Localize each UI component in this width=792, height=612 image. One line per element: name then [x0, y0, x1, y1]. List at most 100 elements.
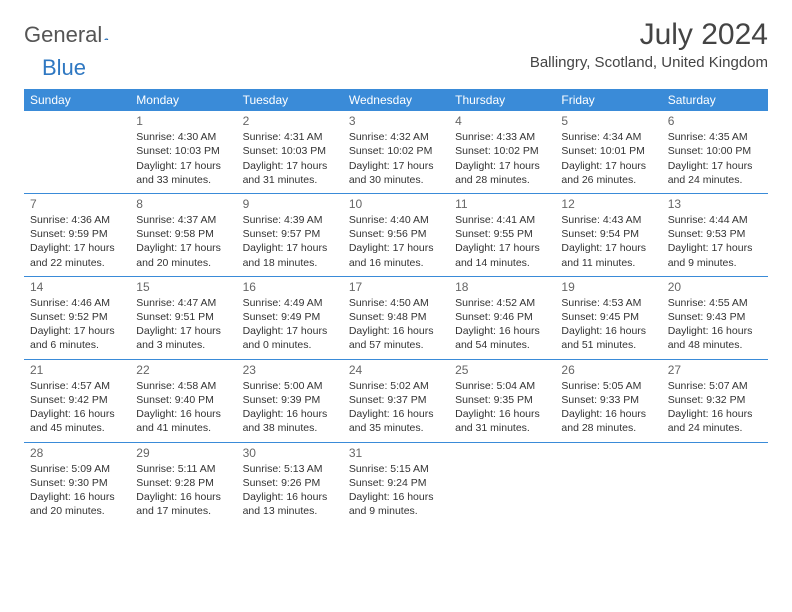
sunrise-line: Sunrise: 4:41 AM	[455, 213, 549, 227]
calendar-day-cell: 4Sunrise: 4:33 AMSunset: 10:02 PMDayligh…	[449, 111, 555, 193]
sunset-line: Sunset: 9:55 PM	[455, 227, 549, 241]
sunset-line: Sunset: 9:39 PM	[243, 393, 337, 407]
day-number: 22	[136, 362, 230, 378]
day-number: 2	[243, 113, 337, 129]
calendar-day-cell: 19Sunrise: 4:53 AMSunset: 9:45 PMDayligh…	[555, 276, 661, 359]
month-title: July 2024	[530, 18, 768, 52]
sunrise-line: Sunrise: 5:07 AM	[668, 379, 762, 393]
sunset-line: Sunset: 9:49 PM	[243, 310, 337, 324]
sunrise-line: Sunrise: 4:39 AM	[243, 213, 337, 227]
sunrise-line: Sunrise: 4:34 AM	[561, 130, 655, 144]
day-number: 20	[668, 279, 762, 295]
sunrise-line: Sunrise: 4:46 AM	[30, 296, 124, 310]
calendar-day-cell: 27Sunrise: 5:07 AMSunset: 9:32 PMDayligh…	[662, 359, 768, 442]
day-number: 7	[30, 196, 124, 212]
day-number: 19	[561, 279, 655, 295]
sunset-line: Sunset: 9:32 PM	[668, 393, 762, 407]
day-number: 5	[561, 113, 655, 129]
sunset-line: Sunset: 9:24 PM	[349, 476, 443, 490]
sunrise-line: Sunrise: 4:31 AM	[243, 130, 337, 144]
calendar-day-cell: 22Sunrise: 4:58 AMSunset: 9:40 PMDayligh…	[130, 359, 236, 442]
calendar-day-cell: 29Sunrise: 5:11 AMSunset: 9:28 PMDayligh…	[130, 442, 236, 524]
calendar-day-cell: 3Sunrise: 4:32 AMSunset: 10:02 PMDayligh…	[343, 111, 449, 193]
sunrise-line: Sunrise: 4:36 AM	[30, 213, 124, 227]
sunset-line: Sunset: 9:52 PM	[30, 310, 124, 324]
calendar-day-cell: 12Sunrise: 4:43 AMSunset: 9:54 PMDayligh…	[555, 193, 661, 276]
sunset-line: Sunset: 9:26 PM	[243, 476, 337, 490]
daylight-line: Daylight: 16 hours and 17 minutes.	[136, 490, 230, 518]
calendar-day-cell: 11Sunrise: 4:41 AMSunset: 9:55 PMDayligh…	[449, 193, 555, 276]
sunrise-line: Sunrise: 4:32 AM	[349, 130, 443, 144]
day-number: 15	[136, 279, 230, 295]
day-number: 21	[30, 362, 124, 378]
calendar-body: 1Sunrise: 4:30 AMSunset: 10:03 PM Dayligh…	[24, 111, 768, 524]
day-number: 4	[455, 113, 549, 129]
sunset-line: Sunset: 9:59 PM	[30, 227, 124, 241]
day-number: 9	[243, 196, 337, 212]
weekday-header: Monday	[130, 89, 236, 111]
sunrise-line: Sunrise: 4:35 AM	[668, 130, 762, 144]
daylight-line: Daylight: 17 hours and 3 minutes.	[136, 324, 230, 352]
sunset-line: Sunset: 9:37 PM	[349, 393, 443, 407]
calendar-day-cell: 5Sunrise: 4:34 AMSunset: 10:01 PMDayligh…	[555, 111, 661, 193]
title-block: July 2024 Ballingry, Scotland, United Ki…	[530, 18, 768, 71]
sunrise-line: Sunrise: 4:33 AM	[455, 130, 549, 144]
sunset-line: Sunset: 9:54 PM	[561, 227, 655, 241]
daylight-line: Daylight: 17 hours and 28 minutes.	[455, 159, 549, 187]
day-number: 31	[349, 445, 443, 461]
weekday-header: Tuesday	[237, 89, 343, 111]
sunset-line: Sunset: 10:02 PM	[349, 144, 443, 158]
sunset-line: Sunset: 10:03 PM	[136, 144, 230, 158]
calendar-week-row: 1Sunrise: 4:30 AMSunset: 10:03 PM Dayligh…	[24, 111, 768, 193]
daylight-line: Daylight: 17 hours and 11 minutes.	[561, 241, 655, 269]
daylight-line: Daylight: 16 hours and 31 minutes.	[455, 407, 549, 435]
day-number: 25	[455, 362, 549, 378]
day-number: 26	[561, 362, 655, 378]
daylight-line: Daylight: 17 hours and 14 minutes.	[455, 241, 549, 269]
day-number: 23	[243, 362, 337, 378]
day-number: 12	[561, 196, 655, 212]
daylight-line: Daylight: 16 hours and 20 minutes.	[30, 490, 124, 518]
sunset-line: Sunset: 9:33 PM	[561, 393, 655, 407]
day-number: 17	[349, 279, 443, 295]
sunrise-line: Sunrise: 4:47 AM	[136, 296, 230, 310]
daylight-line: Daylight: 16 hours and 45 minutes.	[30, 407, 124, 435]
daylight-line: Daylight: 17 hours and 0 minutes.	[243, 324, 337, 352]
sunset-line: Sunset: 9:51 PM	[136, 310, 230, 324]
weekday-header: Saturday	[662, 89, 768, 111]
calendar-day-cell: 10Sunrise: 4:40 AMSunset: 9:56 PMDayligh…	[343, 193, 449, 276]
day-number: 8	[136, 196, 230, 212]
calendar-day-cell: 25Sunrise: 5:04 AMSunset: 9:35 PMDayligh…	[449, 359, 555, 442]
calendar-day-cell: 1Sunrise: 4:30 AMSunset: 10:03 PMDayligh…	[130, 111, 236, 193]
sunrise-line: Sunrise: 5:13 AM	[243, 462, 337, 476]
daylight-line: Daylight: 17 hours and 30 minutes.	[349, 159, 443, 187]
calendar-day-cell: 13Sunrise: 4:44 AMSunset: 9:53 PMDayligh…	[662, 193, 768, 276]
sunrise-line: Sunrise: 4:37 AM	[136, 213, 230, 227]
sunrise-line: Sunrise: 4:58 AM	[136, 379, 230, 393]
day-number: 1	[136, 113, 230, 129]
calendar-day-cell: 18Sunrise: 4:52 AMSunset: 9:46 PMDayligh…	[449, 276, 555, 359]
brand-part1: General	[24, 22, 102, 48]
day-number: 24	[349, 362, 443, 378]
sunset-line: Sunset: 9:40 PM	[136, 393, 230, 407]
calendar-day-cell: 30Sunrise: 5:13 AMSunset: 9:26 PMDayligh…	[237, 442, 343, 524]
weekday-header: Thursday	[449, 89, 555, 111]
sunset-line: Sunset: 9:46 PM	[455, 310, 549, 324]
daylight-line: Daylight: 16 hours and 38 minutes.	[243, 407, 337, 435]
sunrise-line: Sunrise: 4:30 AM	[136, 130, 230, 144]
location: Ballingry, Scotland, United Kingdom	[530, 54, 768, 71]
weekday-header: Friday	[555, 89, 661, 111]
daylight-line: Daylight: 17 hours and 31 minutes.	[243, 159, 337, 187]
calendar-day-cell	[449, 442, 555, 524]
calendar-day-cell: 23Sunrise: 5:00 AMSunset: 9:39 PMDayligh…	[237, 359, 343, 442]
daylight-line: Daylight: 16 hours and 41 minutes.	[136, 407, 230, 435]
day-number: 30	[243, 445, 337, 461]
sunset-line: Sunset: 9:35 PM	[455, 393, 549, 407]
daylight-line: Daylight: 16 hours and 57 minutes.	[349, 324, 443, 352]
calendar-week-row: 21Sunrise: 4:57 AMSunset: 9:42 PMDayligh…	[24, 359, 768, 442]
weekday-header: Wednesday	[343, 89, 449, 111]
calendar-day-cell: 14Sunrise: 4:46 AMSunset: 9:52 PMDayligh…	[24, 276, 130, 359]
daylight-line: Daylight: 17 hours and 9 minutes.	[668, 241, 762, 269]
sunset-line: Sunset: 9:58 PM	[136, 227, 230, 241]
day-number: 13	[668, 196, 762, 212]
